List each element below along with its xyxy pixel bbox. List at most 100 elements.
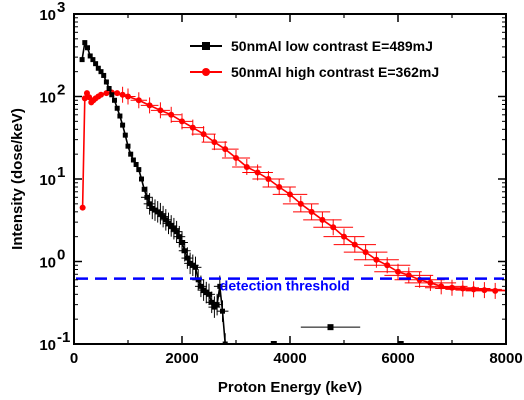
series-layer (79, 40, 506, 344)
series-low-contrast-point (168, 223, 174, 229)
series-low-contrast-point (160, 214, 166, 220)
x-tick-label: 8000 (489, 350, 522, 367)
series-low-contrast-point (152, 207, 158, 213)
series-high-contrast-point (362, 249, 369, 256)
series-high-contrast-point (200, 131, 207, 138)
series-low-contrast-point (141, 186, 147, 192)
legend-label-low: 50nmAl low contrast E=489mJ (231, 38, 433, 54)
y-tick-label-exponent: 3 (57, 0, 65, 16)
y-axis-title: Intensity (dose/keV) (9, 108, 26, 250)
series-low-contrast-point (82, 40, 88, 46)
series-high-contrast-point (405, 272, 412, 279)
series-high-contrast-point (373, 256, 380, 263)
series-low-contrast-point (217, 283, 223, 289)
x-tick-label: 0 (70, 350, 78, 367)
series-low-contrast-point (176, 234, 182, 240)
series-low-contrast-point (133, 161, 139, 167)
series-low-contrast-point (87, 53, 93, 59)
series-low-contrast-point (198, 283, 204, 289)
series-high-contrast-point (265, 176, 272, 182)
series-low-contrast-point (184, 255, 190, 261)
series-high-contrast-point (179, 118, 185, 125)
series-low-contrast-point (182, 248, 188, 254)
legend-label-high: 50nmAl high contrast E=362mJ (231, 64, 439, 80)
series-low-contrast-point (117, 113, 123, 119)
series-low-contrast-point (90, 57, 96, 63)
series-low-contrast-point (209, 299, 215, 305)
series-high-contrast-point (427, 279, 434, 286)
series-high-contrast-point (384, 262, 391, 269)
series-low-contrast-point (147, 201, 153, 207)
series-high-contrast-point (449, 284, 455, 291)
series-low-contrast-point (98, 69, 104, 75)
series-low-contrast-outlier-point (327, 324, 334, 331)
series-low-contrast-point (103, 79, 109, 85)
series-low-contrast-point (85, 45, 90, 51)
series-low-contrast-point (95, 65, 101, 71)
series-low-contrast-point (114, 105, 120, 111)
series-high-contrast-point (157, 107, 164, 114)
series-low-contrast-point (201, 287, 207, 293)
series-high-contrast-point (395, 268, 401, 275)
series-low-contrast-point (109, 92, 115, 98)
series-low-contrast-point (190, 262, 196, 268)
series-low-contrast-point (128, 151, 134, 157)
series-low-contrast-point (106, 86, 112, 92)
series-high-contrast-point (135, 97, 142, 104)
series-high-contrast-point (189, 124, 196, 131)
y-tick-label: 10 (39, 337, 56, 354)
series-low-contrast-point (163, 217, 169, 223)
series-high-contrast-point (146, 102, 153, 109)
series-low-contrast-outlier-point (397, 341, 404, 344)
series-high-contrast-point (330, 224, 337, 231)
series-low-contrast-point (157, 211, 163, 217)
series-high-contrast-point (297, 200, 304, 207)
y-tick-label-exponent: 0 (57, 247, 65, 264)
legend-marker-high (202, 68, 210, 76)
series-high-contrast-point (98, 91, 104, 98)
series-low-contrast-point (220, 308, 225, 314)
series-low-contrast-point (130, 157, 136, 163)
series-high-contrast-point (287, 191, 293, 198)
series-low-contrast-point (120, 122, 126, 128)
series-high-contrast-point (341, 233, 347, 240)
series-low-contrast-point (166, 220, 171, 226)
series-high-contrast-point (86, 94, 93, 101)
series-high-contrast-point (319, 216, 326, 223)
series-high-contrast-point (481, 287, 488, 294)
series-low-contrast-point (139, 176, 144, 182)
series-low-contrast-point (187, 260, 193, 266)
series-low-contrast-point (122, 132, 128, 138)
series-low-contrast-point (193, 264, 198, 270)
series-high-contrast-point (492, 287, 499, 294)
series-low-contrast-point (214, 302, 220, 308)
series-low-contrast-point (136, 167, 142, 173)
series-high-contrast-point (351, 241, 358, 248)
series-low-contrast-outlier-point (270, 341, 277, 344)
y-tick-label-exponent: 2 (57, 82, 65, 99)
series-low-contrast-point (112, 97, 117, 103)
x-tick-label: 6000 (381, 350, 414, 367)
series-low-contrast-point (206, 291, 212, 297)
series-low-contrast-point (149, 205, 155, 211)
series-high-contrast-point (254, 169, 261, 176)
series-low-contrast-point (203, 290, 209, 296)
y-tick-label-exponent: -1 (57, 329, 70, 346)
x-axis-title: Proton Energy (keV) (218, 379, 362, 396)
y-tick-label: 10 (39, 7, 56, 24)
x-tick-label: 2000 (165, 350, 198, 367)
legend: 50nmAl low contrast E=489mJ 50nmAl high … (190, 38, 439, 80)
series-low-contrast-point (155, 209, 161, 215)
series-high-contrast-point (308, 208, 315, 215)
series-high-contrast-point (459, 285, 466, 292)
series-high-contrast-point (79, 204, 86, 211)
y-tick-label: 10 (39, 172, 56, 189)
y-tick-label: 10 (39, 90, 56, 107)
legend-marker-low (202, 42, 210, 50)
series-low-contrast-point (222, 341, 228, 344)
series-low-contrast-point (171, 226, 177, 232)
series-low-contrast-point (93, 61, 99, 67)
series-high-contrast-point (233, 154, 239, 161)
